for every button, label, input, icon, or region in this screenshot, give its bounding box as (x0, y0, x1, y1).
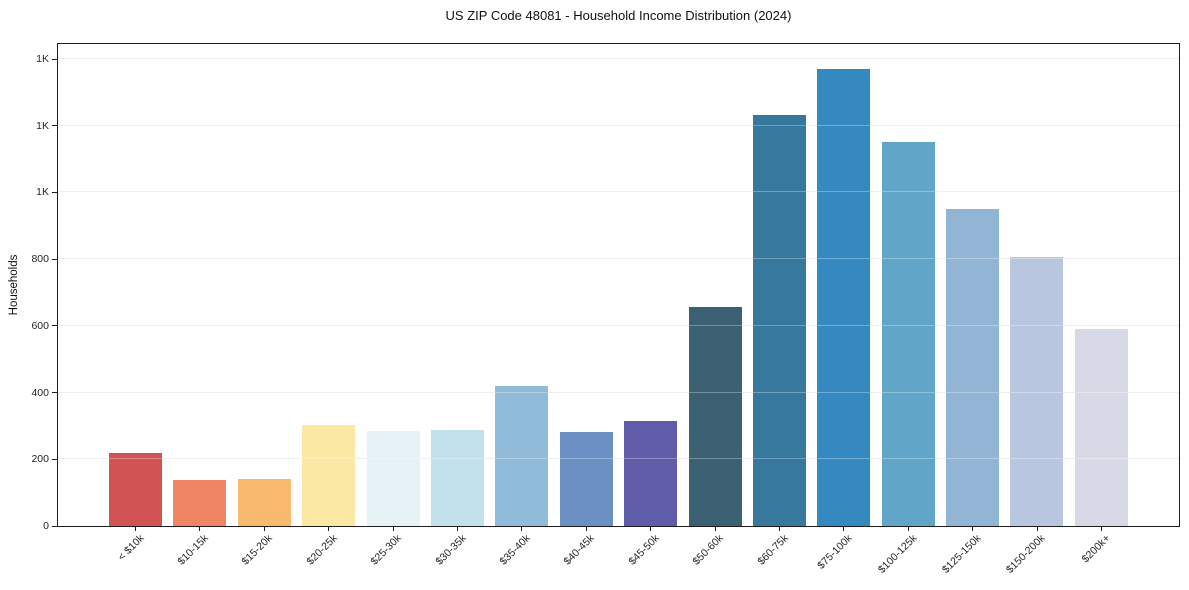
y-tick-label: 800 (31, 252, 49, 265)
x-tick-mark (843, 527, 845, 531)
bar-$50-60k (688, 306, 742, 526)
plot-area (57, 43, 1180, 527)
x-tick-label: $45-50k (626, 532, 662, 568)
x-tick-mark (135, 527, 136, 531)
bar-$35-40k (495, 386, 549, 526)
y-tick-mark (52, 258, 57, 260)
y-tick-label: 1K (36, 119, 49, 132)
bar-$40-45k (559, 432, 613, 526)
bar-$60-75k (752, 115, 806, 526)
gridline (58, 191, 1179, 193)
y-tick-label: 400 (31, 386, 49, 399)
gridline (58, 391, 1179, 393)
x-tick-label: $125-150k (939, 532, 984, 576)
y-tick-mark (52, 58, 57, 60)
gridline (58, 458, 1179, 460)
y-tick-mark (52, 458, 57, 460)
chart-title: US ZIP Code 48081 - Household Income Dis… (445, 8, 792, 23)
bar-< $10k (109, 452, 162, 526)
x-tick-label: $20-25k (304, 532, 340, 568)
x-tick-label: $30-35k (432, 532, 469, 568)
y-tick-mark (52, 325, 57, 327)
x-tick-label: $50-60k (690, 532, 726, 568)
bar-$10-15k (173, 479, 227, 526)
x-tick-mark (1036, 527, 1038, 531)
y-tick-label: 1K (36, 186, 49, 199)
y-tick-mark (52, 525, 57, 527)
bar-$30-35k (430, 430, 484, 526)
y-tick-label: 0 (43, 519, 49, 532)
bars-container (58, 44, 1179, 526)
x-tick-mark (650, 527, 652, 531)
bar-$125-150k (946, 209, 1000, 526)
x-tick-label: < $10k (115, 532, 147, 564)
y-tick-label: 1K (36, 52, 49, 65)
gridline (58, 258, 1179, 260)
bar-$45-50k (624, 421, 678, 526)
x-tick-mark (392, 527, 394, 531)
x-tick-mark (585, 527, 587, 531)
y-tick-label: 200 (31, 453, 49, 466)
x-tick-label: $15-20k (239, 532, 276, 568)
bar-$100-125k (881, 141, 935, 526)
gridline (58, 324, 1179, 326)
x-tick-mark (714, 527, 716, 531)
x-tick-mark (199, 527, 201, 531)
x-tick-label: $75-100k (815, 532, 855, 572)
x-tick-mark (457, 527, 458, 531)
y-tick-label: 600 (31, 319, 49, 332)
y-tick-mark (52, 392, 57, 394)
x-tick-label: $40-45k (561, 532, 598, 568)
x-tick-label: $200k+ (1079, 532, 1113, 566)
y-tick-mark (52, 125, 57, 127)
y-tick-mark (52, 191, 57, 193)
bar-$75-100k (817, 69, 871, 526)
x-tick-mark (328, 527, 330, 531)
bar-$15-20k (237, 478, 291, 526)
gridline (58, 58, 1179, 60)
x-tick-mark (521, 527, 523, 531)
bar-$25-30k (366, 430, 420, 526)
gridline (58, 124, 1179, 126)
x-tick-mark (972, 527, 974, 531)
x-tick-mark (779, 527, 780, 531)
bar-$20-25k (302, 424, 356, 526)
x-tick-label: $150-200k (1004, 532, 1048, 576)
bar-$150-200k (1010, 257, 1064, 526)
x-tick-mark (907, 527, 909, 531)
x-tick-mark (263, 527, 265, 531)
x-tick-label: $60-75k (754, 532, 791, 568)
x-tick-mark (1101, 527, 1102, 531)
x-tick-label: $10-15k (175, 532, 211, 568)
x-tick-label: $25-30k (368, 532, 404, 568)
x-tick-label: $35-40k (497, 532, 533, 568)
bar-$200k+ (1074, 329, 1128, 526)
x-tick-label: $100-125k (875, 532, 920, 576)
